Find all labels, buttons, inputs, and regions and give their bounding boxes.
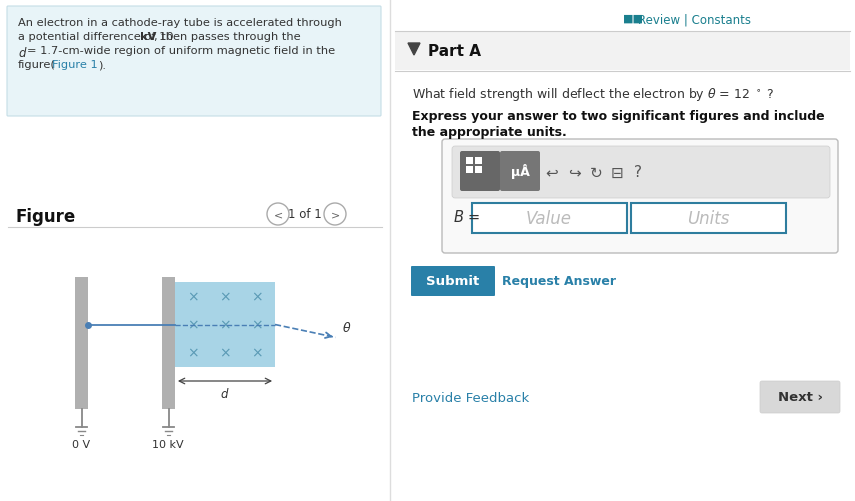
Text: $B$ =: $B$ =	[453, 208, 481, 224]
Text: 1 of 1: 1 of 1	[288, 208, 321, 221]
Text: Express your answer to two significant figures and include: Express your answer to two significant f…	[412, 110, 824, 123]
Text: ×: ×	[187, 345, 199, 359]
Text: , then passes through the: , then passes through the	[154, 32, 301, 42]
Text: a potential difference of 10: a potential difference of 10	[18, 32, 177, 42]
Polygon shape	[408, 44, 420, 56]
Text: ×: ×	[251, 317, 262, 331]
Bar	[466, 158, 473, 165]
Text: ×: ×	[219, 345, 231, 359]
FancyBboxPatch shape	[442, 140, 838, 254]
Text: Value: Value	[526, 209, 572, 227]
Text: Figure 1: Figure 1	[52, 60, 97, 70]
Text: Figure: Figure	[15, 207, 75, 225]
FancyBboxPatch shape	[500, 152, 540, 191]
Text: ↪: ↪	[568, 165, 581, 180]
Text: ■■: ■■	[623, 14, 644, 24]
FancyBboxPatch shape	[472, 203, 627, 233]
Text: = 1.7-cm-wide region of uniform magnetic field in the: = 1.7-cm-wide region of uniform magnetic…	[27, 46, 335, 56]
Text: ×: ×	[187, 290, 199, 304]
Bar	[466, 167, 473, 174]
Circle shape	[267, 203, 289, 225]
Text: ×: ×	[251, 345, 262, 359]
FancyBboxPatch shape	[760, 381, 840, 413]
Text: $d$: $d$	[221, 386, 230, 400]
Bar	[475, 167, 482, 174]
FancyBboxPatch shape	[411, 267, 495, 297]
Text: ↻: ↻	[590, 165, 603, 180]
Text: ×: ×	[219, 290, 231, 304]
Bar	[475, 158, 482, 165]
Text: Units: Units	[687, 209, 729, 227]
Text: ↩: ↩	[545, 165, 558, 180]
Text: the appropriate units.: the appropriate units.	[412, 126, 567, 139]
Text: Review | Constants: Review | Constants	[638, 14, 751, 27]
Text: ).: ).	[98, 60, 106, 70]
FancyBboxPatch shape	[452, 147, 830, 198]
Text: 0 V: 0 V	[72, 439, 90, 449]
Text: figure(: figure(	[18, 60, 56, 70]
Circle shape	[324, 203, 346, 225]
Bar	[175, 283, 275, 367]
Text: An electron in a cathode-ray tube is accelerated through: An electron in a cathode-ray tube is acc…	[18, 18, 342, 28]
Text: ×: ×	[251, 290, 262, 304]
Bar	[395, 33, 850, 71]
Text: $d$: $d$	[18, 46, 27, 60]
Text: <: <	[274, 209, 283, 219]
Text: 10 kV: 10 kV	[152, 439, 184, 449]
FancyBboxPatch shape	[7, 7, 381, 117]
Text: Provide Feedback: Provide Feedback	[412, 391, 529, 404]
Text: >: >	[330, 209, 339, 219]
FancyBboxPatch shape	[460, 152, 500, 191]
FancyBboxPatch shape	[631, 203, 786, 233]
Text: What field strength will deflect the electron by $\theta$ = 12 $^\circ$ ?: What field strength will deflect the ele…	[412, 86, 775, 103]
Text: Request Answer: Request Answer	[502, 275, 616, 288]
Bar	[162, 278, 175, 409]
Text: μÅ: μÅ	[510, 164, 529, 179]
Text: Next ›: Next ›	[777, 391, 823, 404]
Text: ×: ×	[187, 317, 199, 331]
Text: $\theta$: $\theta$	[342, 321, 351, 335]
Text: Part A: Part A	[428, 45, 481, 60]
Text: ?: ?	[634, 165, 642, 180]
Text: kV: kV	[140, 32, 156, 42]
Text: ×: ×	[219, 317, 231, 331]
Text: Submit: Submit	[427, 275, 480, 288]
Text: ⊟: ⊟	[610, 165, 623, 180]
Bar	[75, 278, 88, 409]
